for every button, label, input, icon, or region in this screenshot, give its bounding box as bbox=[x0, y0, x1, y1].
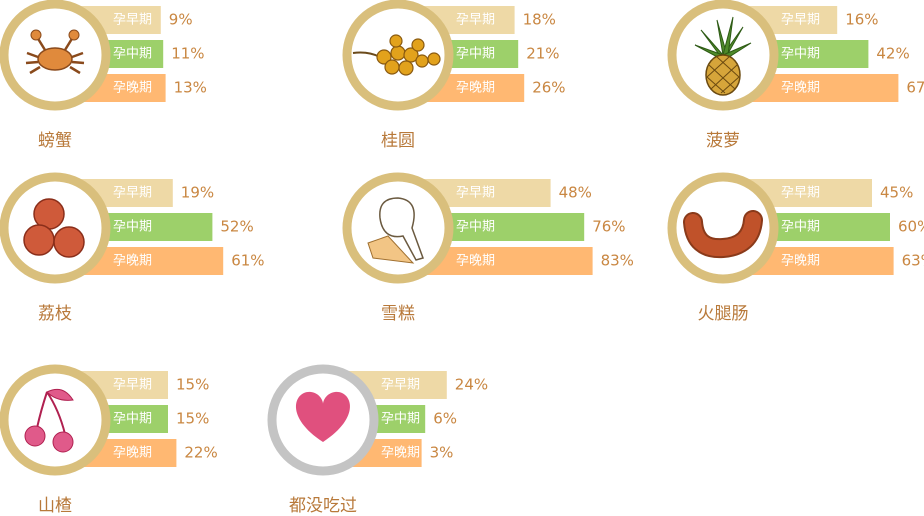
value-label: 19% bbox=[181, 184, 214, 202]
value-label: 21% bbox=[526, 45, 559, 63]
category-label: 孕早期 bbox=[456, 13, 495, 28]
category-label: 孕早期 bbox=[781, 13, 820, 28]
category-label: 孕中期 bbox=[456, 220, 495, 235]
food-group: 孕早期 19% 孕中期 52% 孕晚期 61% 荔枝 bbox=[0, 172, 265, 324]
category-label: 孕早期 bbox=[781, 186, 820, 201]
value-label: 24% bbox=[455, 376, 488, 394]
category-label: 孕早期 bbox=[456, 186, 495, 201]
icon-ring bbox=[0, 364, 111, 476]
food-group: 孕早期 45% 孕中期 60% 孕晚期 63% 火腿肠 bbox=[667, 172, 924, 324]
value-label: 45% bbox=[880, 184, 913, 202]
food-group: 孕早期 48% 孕中期 76% 孕晚期 83% 雪糕 bbox=[342, 172, 634, 324]
food-name: 螃蟹 bbox=[38, 131, 72, 151]
value-label: 63% bbox=[902, 252, 924, 270]
category-label: 孕晚期 bbox=[456, 254, 495, 269]
value-label: 9% bbox=[169, 11, 193, 29]
value-label: 83% bbox=[601, 252, 634, 270]
category-label: 孕晚期 bbox=[113, 254, 152, 269]
category-label: 孕中期 bbox=[456, 47, 495, 62]
value-label: 16% bbox=[845, 11, 878, 29]
value-label: 22% bbox=[184, 444, 217, 462]
value-label: 6% bbox=[433, 410, 457, 428]
food-name: 火腿肠 bbox=[698, 304, 749, 324]
category-label: 孕晚期 bbox=[113, 81, 152, 96]
food-group: 孕早期 9% 孕中期 11% 孕晚期 13% 螃蟹 bbox=[0, 0, 207, 151]
value-label: 76% bbox=[592, 218, 625, 236]
category-label: 孕中期 bbox=[781, 220, 820, 235]
food-group: 孕早期 16% 孕中期 42% 孕晚期 67% 菠萝 bbox=[667, 0, 924, 151]
food-name: 桂圆 bbox=[381, 131, 415, 151]
value-label: 3% bbox=[430, 444, 454, 462]
value-label: 11% bbox=[171, 45, 204, 63]
value-label: 15% bbox=[176, 376, 209, 394]
value-label: 48% bbox=[559, 184, 592, 202]
category-label: 孕早期 bbox=[113, 378, 152, 393]
category-label: 孕早期 bbox=[113, 13, 152, 28]
food-icon bbox=[296, 391, 350, 442]
food-icon bbox=[352, 34, 441, 76]
food-icon bbox=[24, 388, 74, 453]
food-icon bbox=[23, 198, 85, 258]
value-label: 60% bbox=[898, 218, 924, 236]
food-name: 雪糕 bbox=[381, 304, 415, 324]
food-group: 孕早期 24% 孕中期 6% 孕晚期 3% 都没吃过 bbox=[267, 364, 488, 516]
category-label: 孕早期 bbox=[113, 186, 152, 201]
value-label: 26% bbox=[532, 79, 565, 97]
category-label: 孕晚期 bbox=[456, 81, 495, 96]
food-group: 孕早期 15% 孕中期 15% 孕晚期 22% 山楂 bbox=[0, 364, 218, 516]
category-label: 孕早期 bbox=[381, 378, 420, 393]
value-label: 42% bbox=[876, 45, 909, 63]
category-label: 孕晚期 bbox=[381, 446, 420, 461]
category-label: 孕中期 bbox=[113, 220, 152, 235]
food-icon bbox=[367, 197, 424, 264]
food-icon bbox=[694, 16, 752, 96]
food-name: 荔枝 bbox=[38, 304, 72, 324]
food-icon bbox=[25, 29, 85, 75]
value-label: 61% bbox=[231, 252, 264, 270]
value-label: 15% bbox=[176, 410, 209, 428]
food-icon bbox=[683, 210, 763, 259]
category-label: 孕中期 bbox=[113, 412, 152, 427]
category-label: 孕晚期 bbox=[113, 446, 152, 461]
value-label: 13% bbox=[174, 79, 207, 97]
value-label: 67% bbox=[906, 79, 924, 97]
value-label: 18% bbox=[523, 11, 556, 29]
food-group: 孕早期 18% 孕中期 21% 孕晚期 26% 桂圆 bbox=[342, 0, 566, 151]
icon-ring bbox=[667, 172, 779, 284]
category-label: 孕晚期 bbox=[781, 81, 820, 96]
category-label: 孕中期 bbox=[113, 47, 152, 62]
value-label: 52% bbox=[220, 218, 253, 236]
category-label: 孕晚期 bbox=[781, 254, 820, 269]
food-name: 山楂 bbox=[38, 496, 72, 516]
food-name: 都没吃过 bbox=[289, 496, 357, 516]
category-label: 孕中期 bbox=[381, 412, 420, 427]
category-label: 孕中期 bbox=[781, 47, 820, 62]
food-name: 菠萝 bbox=[706, 131, 740, 151]
